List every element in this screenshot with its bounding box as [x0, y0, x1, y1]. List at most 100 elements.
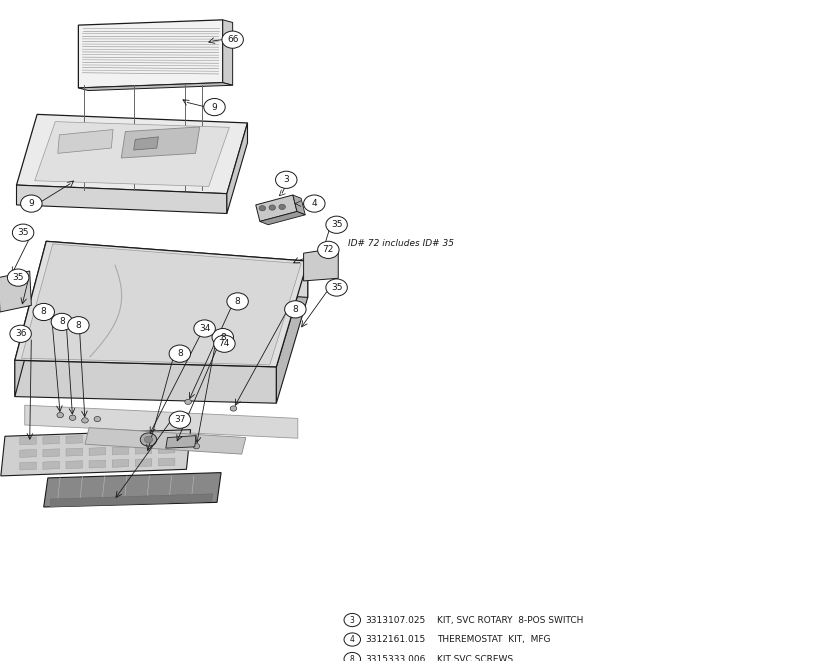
- Polygon shape: [135, 446, 152, 454]
- Text: 35: 35: [331, 283, 342, 292]
- Circle shape: [259, 206, 266, 211]
- Circle shape: [169, 345, 191, 362]
- Text: THEREMOSTAT  KIT,  MFG: THEREMOSTAT KIT, MFG: [437, 635, 551, 644]
- Polygon shape: [304, 248, 338, 281]
- Text: 34: 34: [199, 324, 210, 333]
- Text: 35: 35: [12, 273, 24, 282]
- Polygon shape: [66, 448, 82, 456]
- Polygon shape: [78, 83, 233, 91]
- Circle shape: [7, 269, 29, 286]
- Circle shape: [144, 436, 153, 443]
- Polygon shape: [85, 428, 246, 454]
- Circle shape: [12, 224, 34, 241]
- Polygon shape: [46, 241, 308, 297]
- Polygon shape: [158, 458, 175, 466]
- Polygon shape: [89, 460, 106, 468]
- Circle shape: [344, 633, 361, 646]
- Polygon shape: [135, 434, 152, 442]
- Polygon shape: [58, 130, 113, 153]
- Polygon shape: [43, 436, 59, 444]
- Text: 8: 8: [177, 349, 182, 358]
- Text: 8: 8: [59, 317, 64, 327]
- Circle shape: [326, 216, 347, 233]
- Polygon shape: [121, 127, 200, 158]
- Polygon shape: [50, 494, 213, 507]
- Circle shape: [285, 301, 306, 318]
- Polygon shape: [112, 459, 129, 467]
- Polygon shape: [20, 449, 36, 457]
- Circle shape: [269, 205, 276, 210]
- Polygon shape: [276, 261, 308, 403]
- Circle shape: [276, 171, 297, 188]
- Circle shape: [69, 415, 76, 420]
- Circle shape: [279, 204, 285, 210]
- Circle shape: [51, 313, 73, 330]
- Polygon shape: [20, 437, 36, 445]
- Circle shape: [204, 98, 225, 116]
- Polygon shape: [66, 461, 82, 469]
- Polygon shape: [15, 241, 308, 367]
- Polygon shape: [293, 195, 305, 215]
- Polygon shape: [158, 433, 175, 441]
- Circle shape: [344, 652, 361, 661]
- Text: 74: 74: [219, 339, 230, 348]
- Polygon shape: [20, 462, 36, 470]
- Polygon shape: [135, 459, 152, 467]
- Polygon shape: [66, 436, 82, 444]
- Circle shape: [214, 335, 235, 352]
- Circle shape: [194, 320, 215, 337]
- Text: 8: 8: [350, 654, 355, 661]
- Circle shape: [185, 399, 191, 405]
- Polygon shape: [35, 122, 229, 186]
- Text: ID# 72 includes ID# 35: ID# 72 includes ID# 35: [348, 239, 454, 248]
- Polygon shape: [16, 114, 247, 194]
- Polygon shape: [1, 430, 191, 476]
- Text: KIT, SVC ROTARY  8-POS SWITCH: KIT, SVC ROTARY 8-POS SWITCH: [437, 615, 583, 625]
- Circle shape: [212, 329, 233, 346]
- Circle shape: [344, 613, 361, 627]
- Text: 4: 4: [350, 635, 355, 644]
- Text: 8: 8: [41, 307, 46, 317]
- Circle shape: [193, 444, 200, 449]
- Text: 36: 36: [15, 329, 26, 338]
- Text: 9: 9: [212, 102, 217, 112]
- Text: 37: 37: [174, 415, 186, 424]
- Circle shape: [10, 325, 31, 342]
- Text: 9: 9: [29, 199, 34, 208]
- Circle shape: [33, 303, 54, 321]
- Circle shape: [169, 411, 191, 428]
- Polygon shape: [43, 461, 59, 469]
- Text: 3: 3: [350, 615, 355, 625]
- Polygon shape: [15, 241, 46, 397]
- Polygon shape: [43, 449, 59, 457]
- Polygon shape: [16, 185, 227, 214]
- Text: 8: 8: [293, 305, 298, 314]
- Circle shape: [304, 195, 325, 212]
- Polygon shape: [78, 20, 223, 88]
- Text: 72: 72: [323, 245, 334, 254]
- Polygon shape: [0, 271, 31, 312]
- Text: 3312161.015: 3312161.015: [365, 635, 426, 644]
- Circle shape: [318, 241, 339, 258]
- Text: 8: 8: [76, 321, 81, 330]
- Circle shape: [57, 412, 64, 418]
- Polygon shape: [166, 436, 196, 448]
- Polygon shape: [134, 137, 158, 150]
- Circle shape: [227, 293, 248, 310]
- Circle shape: [82, 418, 88, 423]
- Circle shape: [68, 317, 89, 334]
- Circle shape: [326, 279, 347, 296]
- Polygon shape: [89, 435, 106, 443]
- Circle shape: [140, 433, 157, 446]
- Polygon shape: [227, 123, 248, 214]
- Polygon shape: [15, 360, 276, 403]
- Polygon shape: [260, 212, 305, 225]
- Text: 35: 35: [17, 228, 29, 237]
- Polygon shape: [89, 447, 106, 455]
- Text: KIT,SVC SCREWS: KIT,SVC SCREWS: [437, 654, 513, 661]
- Polygon shape: [25, 405, 298, 438]
- Text: 3313107.025: 3313107.025: [365, 615, 426, 625]
- Polygon shape: [223, 20, 233, 85]
- Text: 35: 35: [331, 220, 342, 229]
- Text: 66: 66: [227, 35, 238, 44]
